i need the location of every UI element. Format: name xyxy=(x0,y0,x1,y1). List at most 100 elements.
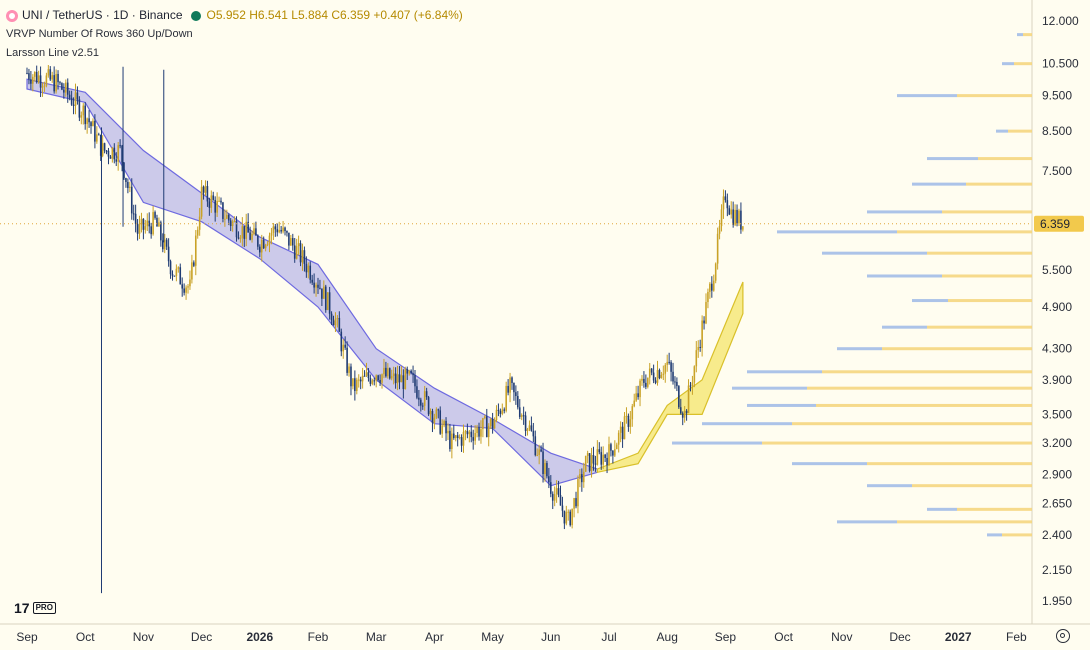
candle-body xyxy=(216,201,218,213)
candle-body xyxy=(437,409,440,411)
candle-body xyxy=(162,240,164,250)
candle-body xyxy=(356,379,358,391)
volume-row-up xyxy=(966,182,1032,186)
candle-body xyxy=(517,396,519,408)
candle-body xyxy=(57,73,59,83)
y-tick-label: 1.950 xyxy=(1042,594,1072,608)
candle-body xyxy=(614,449,616,456)
candle-body xyxy=(563,510,566,524)
symbol-title[interactable]: UNI / TetherUS · 1D · Binance xyxy=(22,8,183,22)
candle-body xyxy=(652,372,655,381)
candle-body xyxy=(394,373,397,384)
volume-row-down xyxy=(867,274,942,278)
price-axis-panel xyxy=(1032,0,1090,650)
candle-body xyxy=(86,118,88,125)
candle-body xyxy=(538,449,540,455)
candle-body xyxy=(524,415,527,431)
x-tick-label: Dec xyxy=(191,630,212,644)
candle-body xyxy=(697,347,700,351)
candle-body xyxy=(608,444,610,466)
low-value: 5.884 xyxy=(297,8,328,22)
candle-body xyxy=(406,369,409,374)
volume-row-up xyxy=(792,422,1032,426)
volume-row-down xyxy=(912,299,948,303)
tradingview-logo[interactable]: 17 PRO xyxy=(14,600,56,616)
candle-body xyxy=(253,228,255,234)
volume-row-up xyxy=(957,94,1032,98)
candle-body xyxy=(45,75,48,86)
candle-body xyxy=(619,426,622,433)
candle-body xyxy=(268,235,271,245)
candle-body xyxy=(714,263,717,281)
candle-body xyxy=(575,498,577,507)
candle-body xyxy=(612,450,614,456)
candle-body xyxy=(121,145,123,163)
candle-body xyxy=(625,415,628,417)
candle-body xyxy=(637,393,639,398)
candle-body xyxy=(396,374,399,384)
settings-icon[interactable] xyxy=(1056,629,1070,643)
candle-body xyxy=(707,291,709,303)
y-tick-label: 4.300 xyxy=(1042,342,1072,356)
candle-body xyxy=(237,237,240,239)
volume-row-up xyxy=(957,507,1032,511)
candle-body xyxy=(724,196,727,201)
candle-body xyxy=(740,210,742,230)
candle-body xyxy=(290,238,292,246)
candle-body xyxy=(113,147,116,160)
candle-body xyxy=(703,320,705,324)
candle-body xyxy=(658,370,661,379)
indicator-larsson[interactable]: Larsson Line v2.51 xyxy=(6,47,99,59)
candle-body xyxy=(528,425,531,430)
x-tick-label: Feb xyxy=(308,630,329,644)
candle-body xyxy=(66,82,69,95)
candle-body xyxy=(720,209,723,227)
candle-body xyxy=(427,397,430,415)
candle-body xyxy=(220,200,222,203)
candle-body xyxy=(340,331,343,352)
candle-body xyxy=(107,150,110,157)
candle-body xyxy=(623,416,626,440)
candle-body xyxy=(350,366,352,387)
candle-body xyxy=(627,415,630,427)
candle-body xyxy=(557,488,560,495)
candle-body xyxy=(499,410,502,414)
candle-body xyxy=(530,425,533,431)
candle-body xyxy=(198,216,201,230)
candle-body xyxy=(123,162,125,179)
volume-row-up xyxy=(822,370,1032,374)
candle-body xyxy=(650,368,653,373)
candle-body xyxy=(206,186,209,202)
candle-body xyxy=(59,82,61,84)
candle-body xyxy=(127,182,129,189)
candle-body xyxy=(423,391,426,406)
logo-text: 17 xyxy=(14,600,30,616)
candle-body xyxy=(82,105,85,116)
candle-body xyxy=(307,265,310,273)
candle-body xyxy=(249,232,251,240)
volume-row-down xyxy=(792,462,867,466)
candle-body xyxy=(592,455,595,464)
candle-body xyxy=(666,361,668,365)
indicator-vrvp[interactable]: VRVP Number Of Rows 360 Up/Down xyxy=(6,28,193,40)
candle-body xyxy=(359,379,362,382)
volume-row-up xyxy=(927,251,1032,255)
candle-body xyxy=(443,421,445,426)
candle-body xyxy=(468,431,471,435)
candle-body xyxy=(617,432,620,445)
volume-row-up xyxy=(807,386,1032,390)
candle-body xyxy=(241,226,244,238)
candle-body xyxy=(381,374,383,383)
candle-body xyxy=(262,239,265,249)
candle-body xyxy=(408,370,410,374)
candle-body xyxy=(311,279,313,283)
candle-body xyxy=(501,409,504,414)
candle-body xyxy=(536,454,539,456)
candle-body xyxy=(660,374,663,379)
candle-body xyxy=(383,367,385,375)
candle-body xyxy=(264,245,267,249)
candle-body xyxy=(656,370,659,383)
volume-row-up xyxy=(816,403,1032,407)
